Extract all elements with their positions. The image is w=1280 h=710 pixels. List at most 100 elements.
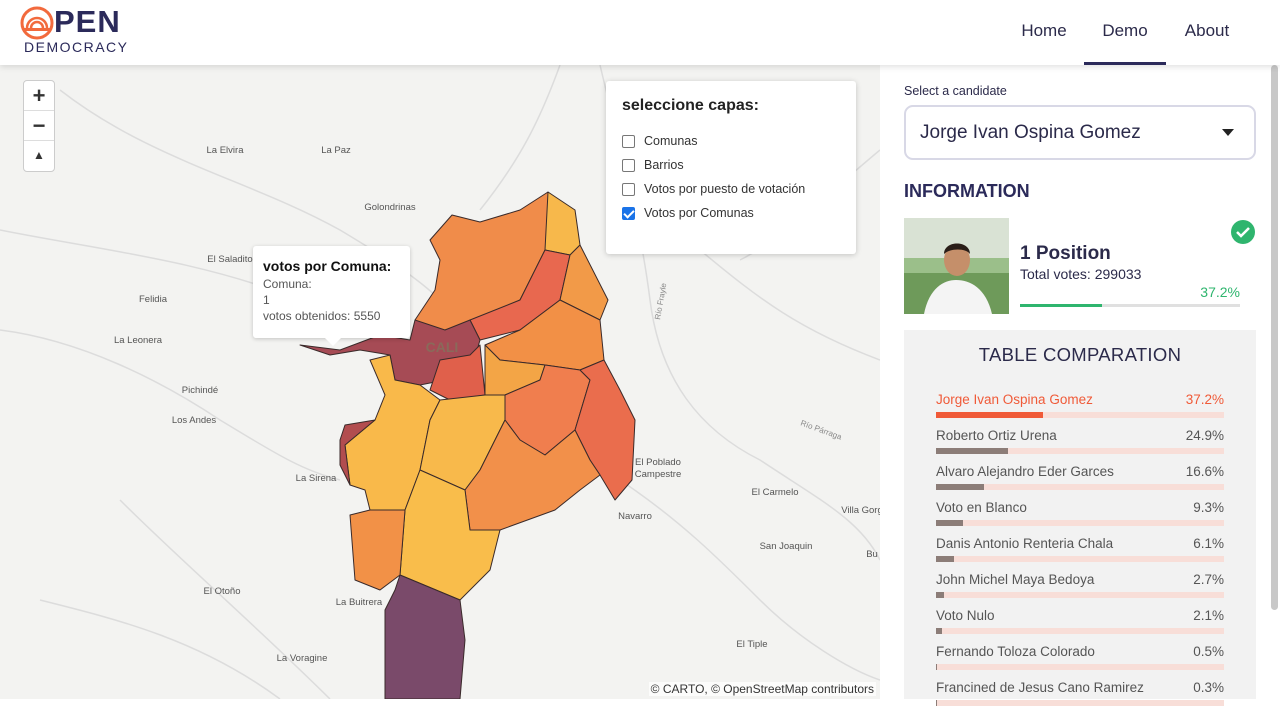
place-label: El Otoño [204,586,241,597]
section-title: INFORMATION [904,181,1030,201]
share-bar [1020,304,1102,307]
candidate-name: Alvaro Alejandro Eder Garces [936,464,1114,479]
place-label: San Joaquin [760,541,813,552]
comparison-row: Jorge Ivan Ospina Gomez 37.2% [936,386,1224,422]
sidebar: Select a candidate Jorge Ivan Ospina Gom… [880,65,1280,706]
tooltip-label: Comuna: [263,277,312,291]
bar [936,556,954,562]
checkbox[interactable] [622,206,635,220]
bar [936,700,937,706]
place-label: La Paz [321,145,351,156]
share-track [1020,304,1240,307]
candidate-name: Danis Antonio Renteria Chala [936,536,1114,551]
bar [936,520,963,526]
share-label: 37.2% [1200,284,1240,300]
comuna[interactable] [574,359,636,501]
place-label: El Saladito [207,254,252,265]
table-title: TABLE COMPARATION [978,344,1182,365]
candidate-share: 9.3% [1193,500,1224,515]
layer-option[interactable]: Votos por puesto de votación [622,177,840,201]
place-label: La Elvira [207,145,245,156]
place-label: La Buitrera [336,597,383,608]
comparison-row: Danis Antonio Renteria Chala 6.1% [936,530,1224,566]
compass[interactable]: ▲ [33,148,45,162]
candidate-share: 0.3% [1193,680,1224,695]
bar [936,484,984,490]
layer-label: Votos por puesto de votación [644,182,806,196]
river-label: Río Párraga [799,418,843,441]
comuna[interactable] [339,419,376,486]
river-label: Río Frayle [653,282,668,320]
votes-value: 5550 [353,309,381,323]
nav-link[interactable]: About [1184,21,1230,40]
bar-track [936,412,1224,418]
layer-label: Votos por Comunas [644,206,754,220]
nav-link[interactable]: Demo [1084,0,1166,65]
tooltip-title: votos por Comuna: [263,258,392,274]
place-label: Villa Gorg [841,505,880,516]
candidate-photo [904,218,1009,314]
scrollbar[interactable] [1271,65,1278,610]
bar [936,412,1044,418]
logo-icon[interactable] [20,6,54,40]
checkbox[interactable] [622,158,635,172]
candidate-share: 24.9% [1185,428,1224,443]
tooltip-value: 1 [263,293,270,307]
check-icon [1231,220,1255,244]
header: PEN DEMOCRACY Home Demo About [0,0,1280,65]
layer-label: Comunas [644,134,698,148]
place-label: Golondrinas [364,202,415,213]
candidate-name: Roberto Ortiz Urena [936,428,1057,443]
comuna[interactable] [349,509,406,591]
selected-candidate: Jorge Ivan Ospina Gomez [920,122,1141,143]
place-label: Pichindé [182,385,218,396]
bar-track [936,628,1224,634]
candidate-share: 2.1% [1193,608,1224,623]
layer-label: Barrios [644,158,684,172]
bar-track [936,520,1224,526]
total-votes: Total votes: 299033 [1020,266,1141,282]
comparison-row: John Michel Maya Bedoya 2.7% [936,566,1224,602]
bar-track [936,592,1224,598]
zoom-in[interactable]: + [24,81,54,111]
bar-track [936,556,1224,562]
checkbox[interactable] [622,134,635,148]
zoom-out[interactable]: − [24,111,54,141]
layer-panel: seleccione capas: Comunas Barrios Votos po… [606,81,856,254]
candidate-name: John Michel Maya Bedoya [936,572,1095,587]
place-label: El Tiple [736,639,767,650]
layer-title: seleccione capas: [622,97,759,114]
bar-track [936,484,1224,490]
place-label: La Sirena [296,473,337,484]
comparison-row: Francined de Jesus Cano Ramirez 0.3% [936,674,1224,710]
comparison-row: Alvaro Alejandro Eder Garces 16.6% [936,458,1224,494]
comparison-panel: TABLE COMPARATION Jorge Ivan Ospina Gome… [904,330,1256,706]
comparison-row: Voto en Blanco 9.3% [936,494,1224,530]
comunas [299,191,636,699]
tooltip-votes: votos obtenidos: 5550 [263,308,400,324]
candidate-name: Voto Nulo [936,608,995,623]
candidate-name: Jorge Ivan Ospina Gomez [936,392,1093,407]
place-label: La Leonera [114,335,163,346]
layer-option[interactable]: Barrios [622,153,840,177]
place-label: Campestre [635,469,681,480]
logo-sub[interactable]: DEMOCRACY [24,39,129,55]
comparison-row: Voto Nulo 2.1% [936,602,1224,638]
nav-link[interactable]: Home [1021,21,1067,40]
comparison-row: Fernando Toloza Colorado 0.5% [936,638,1224,674]
logo-word[interactable]: PEN [54,4,121,39]
candidate-share: 37.2% [1185,392,1224,407]
candidate-select[interactable]: Jorge Ivan Ospina Gomez [904,105,1256,160]
place-label: La Voragine [277,653,328,664]
comuna[interactable] [559,244,609,321]
layer-option[interactable]: Comunas [622,129,840,153]
candidate-name: Fernando Toloza Colorado [936,644,1095,659]
place-label: Navarro [618,511,652,522]
checkbox[interactable] [622,182,635,196]
layer-option[interactable]: Votos por Comunas [622,201,840,225]
comuna[interactable] [384,574,466,699]
comparison-row: Roberto Ortiz Urena 24.9% [936,422,1224,458]
place-label: Bu [866,549,878,560]
